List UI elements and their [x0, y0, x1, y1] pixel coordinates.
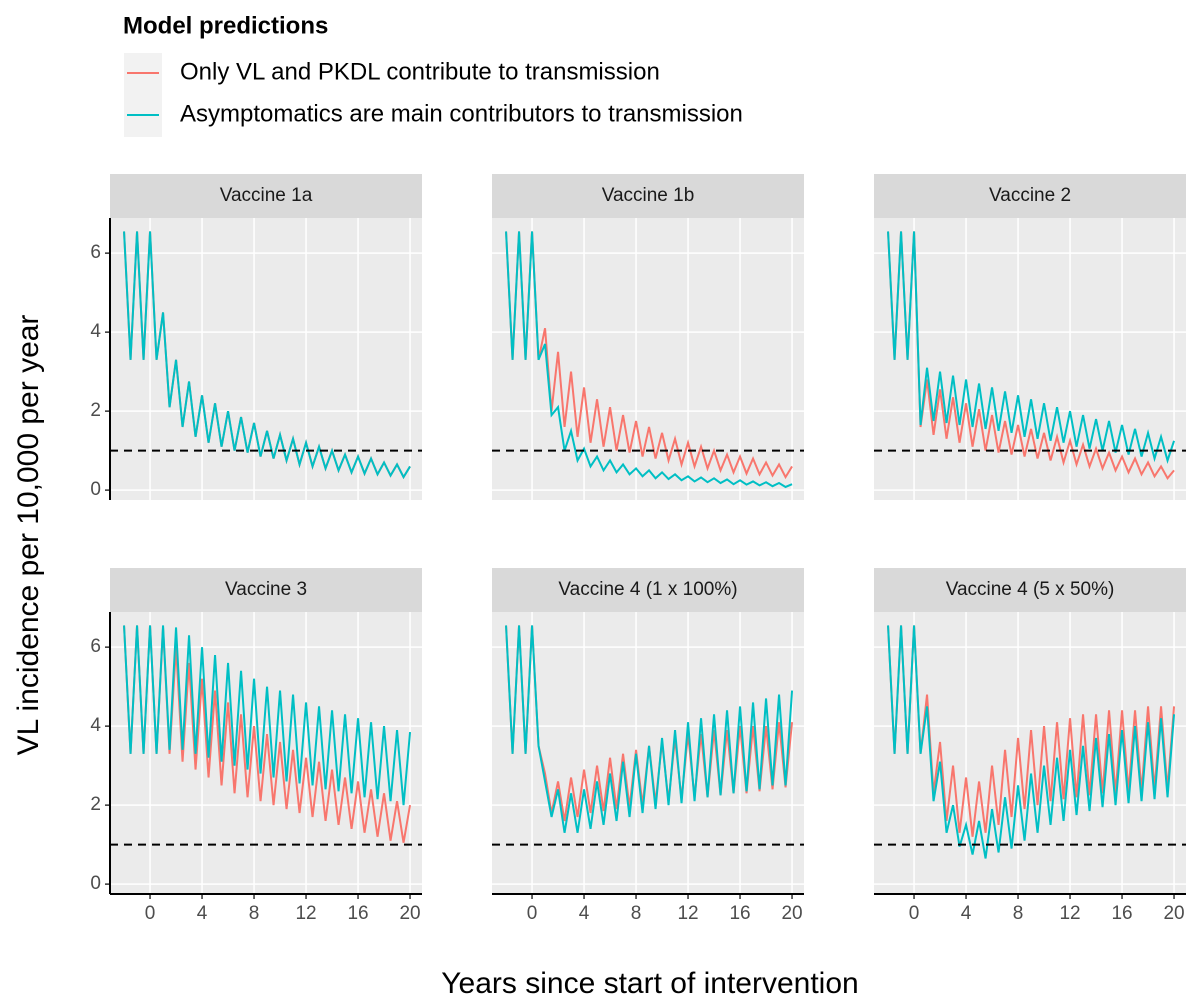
- x-tick-label: 20: [399, 903, 420, 924]
- series-line: [887, 625, 1176, 837]
- legend-label: Asymptomatics are main contributors to t…: [180, 100, 743, 127]
- strip-bg: [492, 174, 804, 218]
- panel-bg: [110, 218, 422, 500]
- series-line: [505, 625, 794, 833]
- y-tick-label: 2: [90, 794, 101, 815]
- strip-label: Vaccine 2: [989, 185, 1071, 206]
- x-tick-label: 12: [677, 903, 698, 924]
- y-tick-label: 6: [90, 242, 101, 263]
- x-tick-label: 16: [1111, 903, 1132, 924]
- x-tick-label: 4: [197, 903, 208, 924]
- x-tick-label: 20: [781, 903, 802, 924]
- legend-label: Only VL and PKDL contribute to transmiss…: [180, 58, 660, 85]
- series-line: [887, 625, 1176, 859]
- legend-key-bg: [124, 53, 162, 137]
- strip-bg: [874, 174, 1186, 218]
- panel-bg: [874, 218, 1186, 500]
- x-tick-label: 8: [249, 903, 260, 924]
- strip-label: Vaccine 1a: [220, 185, 313, 206]
- series-line: [123, 625, 412, 806]
- x-tick-label: 4: [579, 903, 590, 924]
- y-tick-label: 6: [90, 636, 101, 657]
- strip-bg: [874, 568, 1186, 612]
- y-axis-label: VL incidence per 10,000 per year: [12, 315, 45, 756]
- y-tick-label: 0: [90, 873, 101, 894]
- y-tick-label: 4: [90, 715, 101, 736]
- x-tick-label: 20: [1163, 903, 1184, 924]
- legend-title: Model predictions: [123, 12, 328, 39]
- strip-label: Vaccine 4 (5 x 50%): [946, 579, 1115, 600]
- x-tick-label: 0: [145, 903, 156, 924]
- series-line: [505, 231, 793, 480]
- x-tick-label: 4: [961, 903, 972, 924]
- x-tick-label: 8: [1013, 903, 1024, 924]
- x-tick-label: 16: [347, 903, 368, 924]
- x-tick-label: 12: [295, 903, 316, 924]
- strip-bg: [110, 174, 422, 218]
- y-tick-label: 2: [90, 400, 101, 421]
- strip-label: Vaccine 1b: [602, 185, 695, 206]
- panel-bg: [492, 218, 804, 500]
- strip-label: Vaccine 3: [225, 579, 307, 600]
- strip-bg: [110, 568, 422, 612]
- x-axis-label: Years since start of intervention: [441, 967, 858, 999]
- y-tick-label: 0: [90, 479, 101, 500]
- y-tick-label: 4: [90, 321, 101, 342]
- series-line: [505, 231, 793, 489]
- series-line: [123, 231, 411, 480]
- series-line: [887, 231, 1175, 464]
- x-tick-label: 16: [729, 903, 750, 924]
- x-tick-label: 12: [1059, 903, 1080, 924]
- x-tick-label: 8: [631, 903, 642, 924]
- strip-label: Vaccine 4 (1 x 100%): [558, 579, 737, 600]
- x-tick-label: 0: [527, 903, 538, 924]
- x-tick-label: 0: [909, 903, 920, 924]
- series-line: [887, 231, 1175, 481]
- strip-bg: [492, 568, 804, 612]
